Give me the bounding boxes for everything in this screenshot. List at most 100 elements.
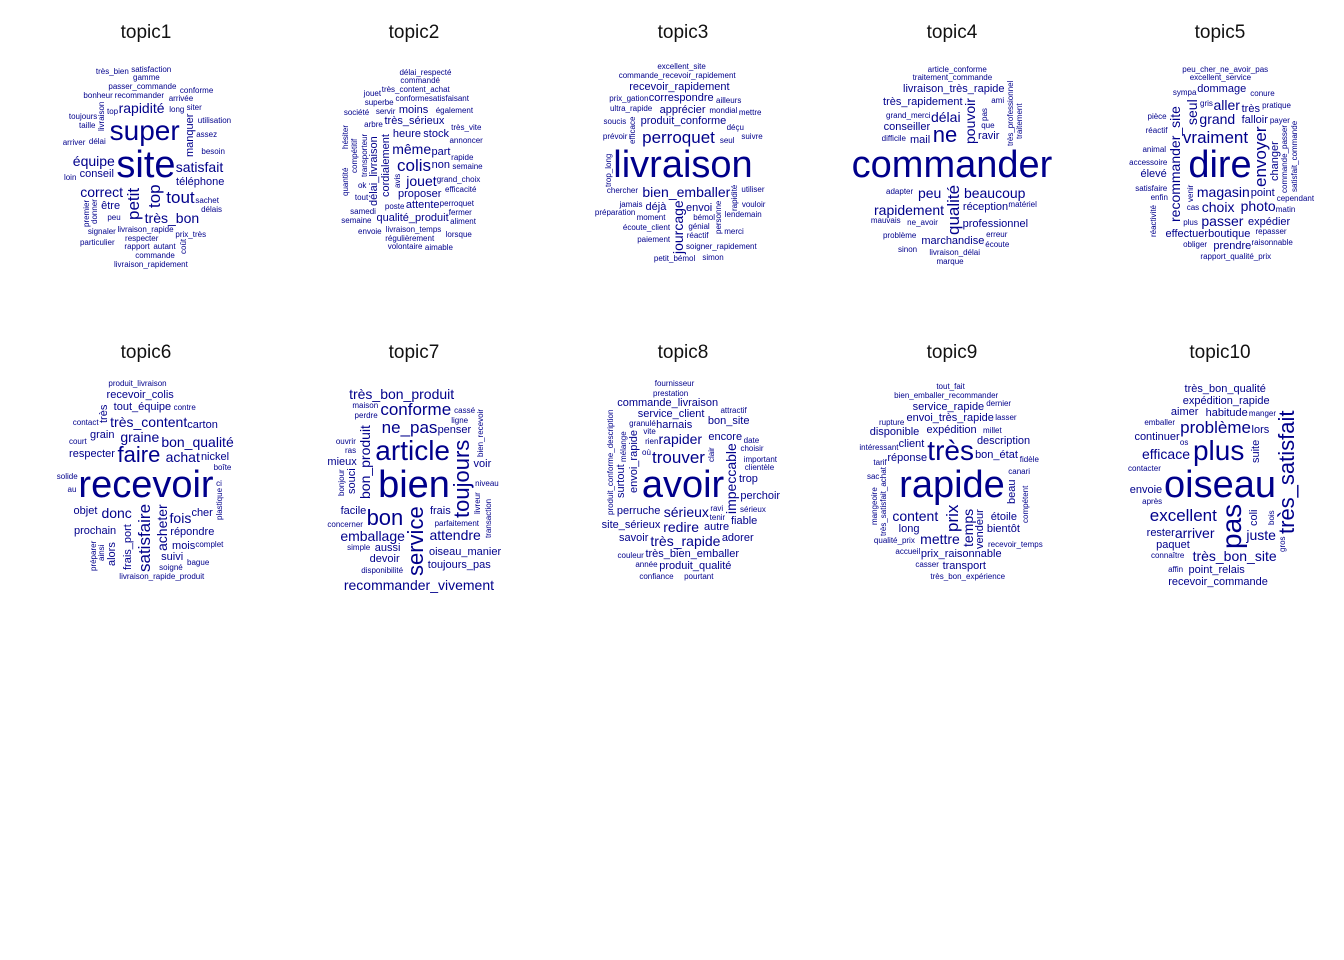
cloud-word: ailleurs	[716, 96, 742, 106]
cloud-word: raisonnable	[1251, 237, 1293, 247]
cloud-word: problème	[882, 230, 917, 240]
cloud-word: moment	[636, 212, 666, 222]
cloud-word: respecter	[69, 447, 115, 460]
cloud-word: pourtant	[684, 572, 714, 582]
cloud-word: super	[109, 114, 180, 146]
cloud-word: année	[635, 560, 658, 570]
cloud-word: annoncer	[449, 136, 483, 146]
cloud-word: fermer	[448, 207, 472, 217]
cloud-word: perruche	[616, 505, 661, 518]
cloud-word: description	[976, 435, 1031, 448]
cloud-word: attente	[405, 198, 440, 211]
cloud-word: oiseau_manier	[428, 545, 502, 558]
panel-title: topic7	[388, 342, 440, 363]
cloud-word: mail	[910, 133, 931, 146]
cloud-word: commande_livraison	[617, 396, 719, 409]
cloud-word: adapter	[886, 186, 914, 196]
cloud-word: facile	[340, 504, 367, 517]
cloud-word: erreur	[986, 229, 1008, 239]
cloud-word: point	[1250, 186, 1275, 199]
cloud-word: plus	[1183, 218, 1198, 228]
cloud-word: très_vite	[451, 123, 482, 133]
cloud-word: cher	[191, 507, 213, 519]
cloud-word: être	[101, 200, 121, 213]
topic-panel: topic9 rapide très prix temps content mettre ex…	[822, 320, 1082, 620]
cloud-word: aller	[1213, 96, 1240, 113]
cloud-word: canari	[1008, 467, 1031, 477]
cloud-word: livraison_temps	[385, 224, 442, 234]
cloud-word: perchoir	[740, 490, 781, 503]
cloud-word: fidèle	[1019, 454, 1039, 464]
cloud-word: mangeoire	[870, 487, 879, 525]
cloud-word: toujours_pas	[427, 558, 491, 571]
cloud-word: mettre	[738, 107, 762, 117]
cloud-word: oiseau	[1164, 464, 1276, 506]
topic-panel: topic6 recevoir faire satisfaire acheter grai…	[16, 320, 276, 620]
cloud-word: mettre	[920, 531, 960, 548]
cloud-word: sérieux	[663, 503, 709, 520]
cloud-word: site_sérieux	[601, 518, 661, 531]
cloud-word: service_rapide	[912, 400, 985, 413]
cloud-word: tarif	[873, 457, 887, 467]
cloud-word: lasser	[995, 413, 1017, 423]
cloud-word: emballage	[340, 527, 405, 544]
cloud-word: rien	[645, 436, 659, 446]
cloud-word: falloir	[1241, 114, 1268, 127]
word-cloud: avoir trouver sérieux impeccable redire rapid…	[553, 320, 813, 620]
cloud-word: tout	[354, 193, 369, 203]
cloud-word: temps	[960, 509, 977, 548]
cloud-word: transaction	[484, 498, 494, 539]
cloud-word: rapider	[658, 431, 703, 448]
cloud-word: efficace	[1141, 446, 1190, 463]
cloud-word: étoile	[990, 511, 1017, 524]
cloud-word: réponse	[887, 451, 928, 464]
cloud-word: ne_avoir	[907, 218, 938, 228]
cloud-word: particulier	[79, 237, 115, 247]
cloud-word: paquet	[1156, 539, 1190, 552]
word-cloud: oiseau plus pas très_satisfait problème excel…	[1090, 320, 1344, 620]
cloud-word: emballer	[1144, 418, 1175, 428]
cloud-word: surtout	[614, 464, 627, 499]
cloud-word: très_bien	[95, 67, 129, 77]
cloud-word: complet	[195, 539, 224, 549]
cloud-word: élevé	[1140, 167, 1167, 180]
cloud-word: loin	[63, 172, 77, 182]
cloud-word: vite	[643, 427, 656, 437]
cloud-word: délai	[88, 136, 106, 146]
cloud-word: conforme	[395, 93, 429, 103]
cloud-word: commande	[135, 250, 175, 260]
cloud-word: également	[435, 105, 474, 115]
cloud-word: satisfaisant	[428, 93, 469, 103]
cloud-word: simple	[347, 543, 371, 553]
cloud-word: matériel	[1008, 199, 1037, 209]
cloud-word: recommander	[114, 91, 165, 101]
cloud-word: très	[927, 434, 974, 466]
cloud-word: envoie	[1129, 483, 1163, 496]
cloud-word: bague	[187, 557, 210, 567]
cloud-word: produit_livraison	[108, 379, 167, 389]
cloud-word: aimer	[1170, 406, 1199, 419]
panel-title: topic9	[926, 342, 978, 363]
cloud-word: proposer	[398, 187, 442, 200]
cloud-word: ne_pas	[381, 418, 438, 438]
cloud-word: commande_passer	[1280, 124, 1290, 194]
cloud-word: accessoire	[1129, 157, 1168, 167]
cloud-word: que	[981, 121, 995, 131]
cloud-word: pouvoir	[962, 98, 979, 145]
panel-title: topic4	[926, 22, 978, 43]
cloud-word: transport	[942, 559, 986, 572]
cloud-word: semaine	[452, 161, 483, 171]
cloud-word: point_relais	[1188, 563, 1245, 576]
topic-panel: topic4 commander ne qualité pouvoir beaucoup p…	[822, 0, 1082, 300]
cloud-word: livraison	[97, 101, 107, 131]
cloud-word: vraiment	[1182, 127, 1249, 147]
cloud-word: très_bon_site	[1192, 548, 1277, 565]
word-cloud: dire vraiment envoyer recommander_site magas…	[1090, 0, 1344, 300]
cloud-word: livraison_rapide_produit	[119, 572, 205, 582]
cloud-word: seul	[1183, 98, 1200, 125]
cloud-word: lors	[1251, 424, 1270, 437]
cloud-word: envoi_très_rapide	[906, 412, 994, 425]
cloud-word: souci	[345, 468, 358, 495]
cloud-word: impeccable	[723, 442, 740, 514]
